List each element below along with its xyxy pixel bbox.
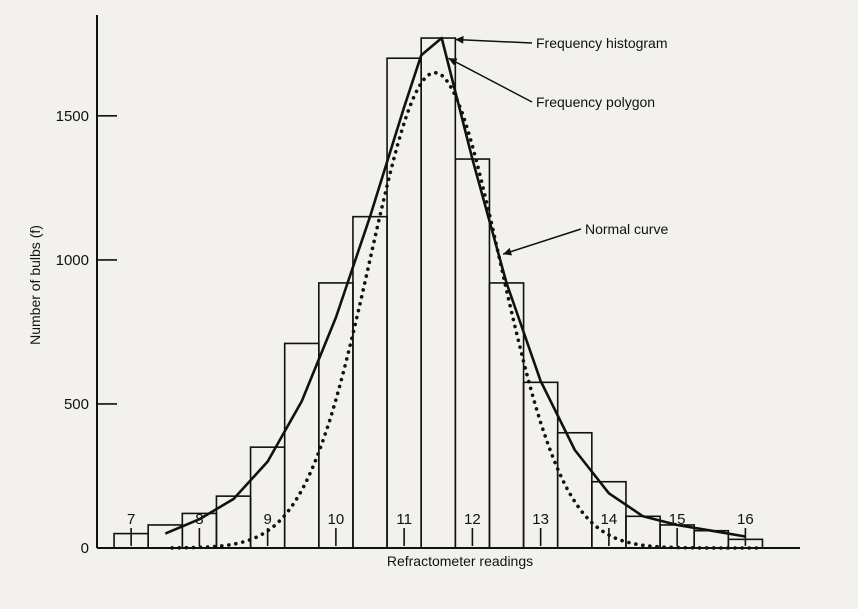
histogram-bar xyxy=(420,37,457,549)
leader-normal-curve xyxy=(502,228,582,255)
histogram-bars xyxy=(113,37,764,549)
leader-frequency-polygon-head xyxy=(448,58,458,66)
x-tick-label: 10 xyxy=(328,511,345,528)
frequency-polygon-line xyxy=(164,36,746,538)
histogram-bar xyxy=(454,158,491,549)
annotation-frequency-histogram: Frequency histogram xyxy=(536,35,668,51)
histogram-bar xyxy=(318,282,354,549)
histogram-bar xyxy=(386,57,422,549)
leader-normal-curve-head xyxy=(503,247,512,256)
x-axis-title: Refractometer readings xyxy=(387,553,533,569)
leader-frequency-polygon xyxy=(448,57,533,103)
y-axis-title: Number of bulbs (f) xyxy=(27,225,43,345)
x-tick-label: 16 xyxy=(737,511,754,528)
y-tick-label: 0 xyxy=(81,540,89,557)
leader-frequency-histogram xyxy=(455,38,533,44)
histogram-bar xyxy=(215,495,252,549)
x-tick-label: 9 xyxy=(263,511,271,528)
histogram-bar xyxy=(488,282,525,549)
x-tick-label: 12 xyxy=(464,511,481,528)
annotation-normal-curve: Normal curve xyxy=(585,221,668,237)
frequency-polygon-layer xyxy=(164,36,746,538)
x-tick-label: 11 xyxy=(396,511,412,528)
leader-frequency-histogram-head xyxy=(455,35,464,44)
histogram-bar xyxy=(352,215,388,549)
x-tick-label: 13 xyxy=(532,511,549,528)
annotations: Frequency histogram Frequency polygon No… xyxy=(448,35,668,256)
normal-curve-line xyxy=(170,70,765,550)
y-tick-label: 1000 xyxy=(56,252,89,269)
histogram-bar xyxy=(625,515,661,549)
annotation-frequency-polygon: Frequency polygon xyxy=(536,94,655,110)
x-tick-label: 7 xyxy=(127,511,135,528)
x-tick-label: 14 xyxy=(601,511,618,528)
normal-curve-layer xyxy=(170,70,765,550)
y-tick-label: 1500 xyxy=(56,108,89,125)
y-tick-label: 500 xyxy=(64,396,89,413)
